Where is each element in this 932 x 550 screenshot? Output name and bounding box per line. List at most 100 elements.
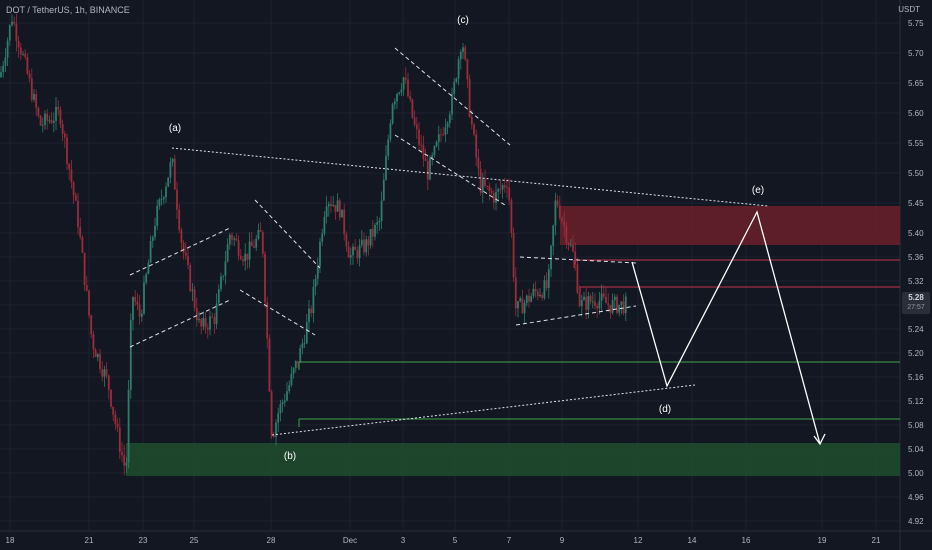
- candle: [591, 301, 594, 303]
- candle: [598, 300, 601, 309]
- candle: [448, 114, 451, 124]
- candle: [257, 230, 260, 239]
- candle: [209, 316, 211, 330]
- flag-channel-line: [129, 299, 231, 348]
- candle: [35, 94, 38, 108]
- y-tick-label: 5.36: [908, 253, 924, 262]
- x-tick-label: 14: [688, 536, 697, 545]
- candle: [484, 179, 486, 186]
- candle: [354, 246, 357, 251]
- x-tick-label: 18: [6, 536, 15, 545]
- candle: [169, 162, 172, 178]
- candle: [52, 120, 55, 123]
- candle: [334, 205, 337, 212]
- candle: [477, 157, 480, 169]
- candle: [147, 262, 150, 275]
- candle: [363, 239, 365, 253]
- candle: [17, 40, 20, 48]
- candle: [415, 124, 418, 130]
- candle: [237, 240, 240, 256]
- candle: [107, 375, 110, 390]
- candle: [506, 187, 508, 188]
- candle: [30, 78, 33, 100]
- candle: [162, 197, 165, 200]
- candle: [556, 200, 559, 206]
- candle: [61, 123, 64, 134]
- candle: [6, 40, 9, 58]
- candle: [206, 327, 209, 330]
- candle: [580, 300, 583, 307]
- candle: [99, 353, 101, 370]
- candle: [55, 106, 57, 121]
- candle: [138, 304, 141, 317]
- candle: [356, 250, 359, 259]
- y-tick-label: 5.08: [908, 421, 924, 430]
- x-tick-label: 25: [190, 536, 199, 545]
- candle: [618, 304, 621, 313]
- y-tick-label: 4.96: [908, 493, 924, 502]
- candle: [308, 308, 310, 323]
- candle: [543, 280, 546, 299]
- wedge-channel-line: [394, 134, 506, 206]
- candle: [611, 300, 614, 313]
- candle: [624, 296, 627, 314]
- candle: [127, 389, 130, 463]
- candle: [385, 155, 387, 180]
- demand-zone: [126, 443, 900, 476]
- wave-label: (d): [659, 404, 671, 415]
- y-tick-label: 5.50: [908, 169, 924, 178]
- candle: [63, 133, 66, 138]
- candle: [288, 385, 291, 392]
- y-tick-label: 5.32: [908, 277, 924, 286]
- wave-label: (b): [284, 451, 296, 462]
- candle: [347, 246, 350, 258]
- candle: [228, 234, 231, 245]
- candle: [105, 369, 108, 376]
- candle: [94, 349, 97, 357]
- candle: [499, 189, 502, 190]
- candle: [622, 301, 625, 314]
- x-tick-label: 28: [267, 536, 276, 545]
- candle: [41, 124, 44, 126]
- candle: [134, 297, 137, 302]
- y-tick-label: 4.92: [908, 517, 924, 526]
- flag-channel-line: [254, 199, 321, 269]
- y-tick-label: 5.24: [908, 325, 924, 334]
- candle: [343, 209, 346, 235]
- y-tick-label: 5.12: [908, 397, 924, 406]
- candle: [407, 79, 409, 97]
- pennant-upper-line: [519, 256, 637, 264]
- candle: [70, 169, 73, 183]
- x-tick-label: 21: [872, 536, 881, 545]
- y-tick-label: 5.04: [908, 445, 924, 454]
- candle: [261, 231, 264, 254]
- candle: [327, 203, 330, 207]
- candle: [429, 158, 431, 180]
- candle: [561, 217, 563, 222]
- candle: [523, 302, 526, 314]
- candle: [272, 435, 275, 437]
- candle: [224, 261, 227, 276]
- candle: [26, 57, 29, 74]
- candle: [275, 422, 277, 437]
- candle: [517, 301, 519, 309]
- candle: [492, 193, 495, 203]
- candle: [217, 289, 220, 304]
- candle: [312, 286, 315, 314]
- candle: [44, 113, 46, 125]
- candle: [4, 57, 7, 66]
- candle: [314, 278, 317, 287]
- candle: [387, 139, 390, 156]
- candle: [24, 53, 27, 58]
- candle: [151, 237, 154, 241]
- candle: [235, 238, 238, 241]
- candle: [140, 313, 143, 317]
- candle: [600, 293, 603, 301]
- candle: [338, 200, 341, 218]
- candle: [178, 209, 181, 230]
- y-tick-label: 5.60: [908, 109, 924, 118]
- candle: [402, 77, 405, 90]
- candle: [28, 73, 31, 79]
- candle: [594, 301, 596, 306]
